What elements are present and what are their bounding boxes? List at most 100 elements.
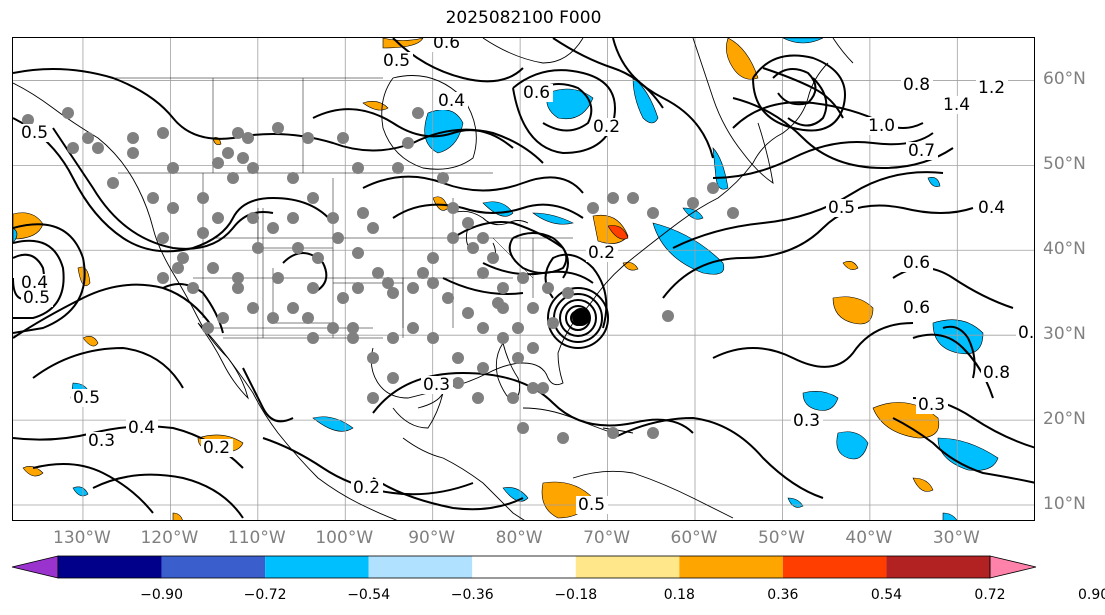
station-dot xyxy=(477,232,489,244)
contour-value-label: 0.3 xyxy=(793,411,820,431)
colorbar-tick-label: 0.36 xyxy=(767,587,799,603)
station-dot xyxy=(217,312,229,324)
contour-label-bg xyxy=(976,199,1008,217)
station-dot xyxy=(427,332,439,344)
station-dot xyxy=(647,207,659,219)
station-dot xyxy=(247,162,259,174)
station-dot xyxy=(292,242,304,254)
station-dot xyxy=(212,157,224,169)
contour-label-bg xyxy=(381,52,413,70)
contour-label-bg xyxy=(586,244,618,262)
longitude-label: 70°W xyxy=(583,528,631,548)
map-panel[interactable]: 0.6 0.5 0.4 0.2 0.8 1.4 1.2 1.0 0.7 0.5 0.4 0.6 0.3 0… xyxy=(12,37,1035,521)
station-dot xyxy=(407,282,419,294)
contour-value-label: 0.2 xyxy=(203,438,230,458)
station-dot xyxy=(167,202,179,214)
longitude-label: 40°W xyxy=(845,528,893,548)
station-dot xyxy=(287,212,299,224)
contour-value-label: 0.3 xyxy=(88,431,115,451)
contour-value-label: 0.4 xyxy=(21,273,48,293)
longitude-label: 90°W xyxy=(408,528,456,548)
contour-value-label: 0.6 xyxy=(1018,323,1035,343)
station-dot xyxy=(452,352,464,364)
station-dot xyxy=(462,307,474,319)
station-dot xyxy=(517,272,529,284)
station-dot xyxy=(107,177,119,189)
contour-value-label: 0.4 xyxy=(978,198,1005,218)
contour-value-label: 0.5 xyxy=(21,123,48,143)
contour-label-bg xyxy=(201,439,233,457)
station-dot xyxy=(352,282,364,294)
colorbar-tick-label: 0.54 xyxy=(870,587,903,603)
contour-label-bg xyxy=(981,364,1013,382)
station-dot xyxy=(492,297,504,309)
contour-label-bg xyxy=(901,254,933,272)
contour-value-label: 0.5 xyxy=(23,288,50,308)
contour-value-label: 1.2 xyxy=(978,78,1005,98)
contour-label-bg xyxy=(976,79,1008,97)
station-dot xyxy=(647,427,659,439)
station-dot xyxy=(82,132,94,144)
storm-center xyxy=(572,308,590,326)
contour-label-bg xyxy=(941,96,973,114)
station-dot xyxy=(357,207,369,219)
station-dot xyxy=(337,292,349,304)
station-dot xyxy=(267,312,279,324)
latitude-label: 30°N xyxy=(1043,324,1086,345)
contour-labels: 0.60.50.40.20.81.41.21.00.70.5 0.40.60.30… xyxy=(19,38,1035,515)
station-dot xyxy=(157,272,169,284)
station-dot xyxy=(167,162,179,174)
station-dot xyxy=(367,392,379,404)
contour-label-bg xyxy=(86,432,118,450)
station-dot xyxy=(227,172,239,184)
station-dot xyxy=(172,262,184,274)
station-dot xyxy=(147,192,159,204)
station-dot xyxy=(307,192,319,204)
contour-value-label: 0.5 xyxy=(383,51,410,71)
station-dot xyxy=(442,292,454,304)
longitude-label: 30°W xyxy=(932,528,980,548)
station-dot xyxy=(62,107,74,119)
station-dot xyxy=(197,192,209,204)
station-dot xyxy=(327,322,339,334)
station-dot xyxy=(247,212,259,224)
colorbar-tick-label: −0.18 xyxy=(554,587,598,603)
station-dot xyxy=(727,207,739,219)
station-dot xyxy=(707,182,719,194)
station-dot xyxy=(207,262,219,274)
station-dot xyxy=(387,287,399,299)
contour-label-bg xyxy=(431,38,463,52)
station-dot xyxy=(177,252,189,264)
station-dot xyxy=(302,312,314,324)
station-dot xyxy=(127,147,139,159)
contour-label-bg xyxy=(901,76,933,94)
contour-value-label: 0.3 xyxy=(423,375,450,395)
station-dot xyxy=(372,267,384,279)
station-dot xyxy=(607,192,619,204)
colorbar-segment xyxy=(161,556,266,578)
contour-label-bg xyxy=(126,419,158,437)
station-dot xyxy=(527,302,539,314)
contour-label-bg xyxy=(521,84,553,102)
station-dot xyxy=(232,127,244,139)
station-dot xyxy=(287,302,299,314)
colorbar-tick-label: 0.18 xyxy=(663,587,695,603)
station-dot xyxy=(332,232,344,244)
colorbar-segment xyxy=(886,556,990,578)
station-dot xyxy=(237,152,249,164)
contour-label-bg xyxy=(901,299,933,317)
contour-label-bg xyxy=(1016,324,1034,342)
station-dot xyxy=(367,222,379,234)
station-dot xyxy=(417,267,429,279)
longitude-label: 110°W xyxy=(227,528,286,548)
contour-value-label: 0.6 xyxy=(433,38,460,53)
contour-value-label: 0.8 xyxy=(983,363,1010,383)
latitude-label: 10°N xyxy=(1043,494,1086,515)
contour-label-bg xyxy=(866,117,898,135)
contour-value-label: 0.4 xyxy=(128,418,155,438)
colorbar-segment xyxy=(782,556,887,578)
contour-value-label: 0.2 xyxy=(593,117,620,137)
colorbar-tick-label: 0.90 xyxy=(1077,587,1105,603)
station-dot xyxy=(412,107,424,119)
station-dot xyxy=(67,142,79,154)
